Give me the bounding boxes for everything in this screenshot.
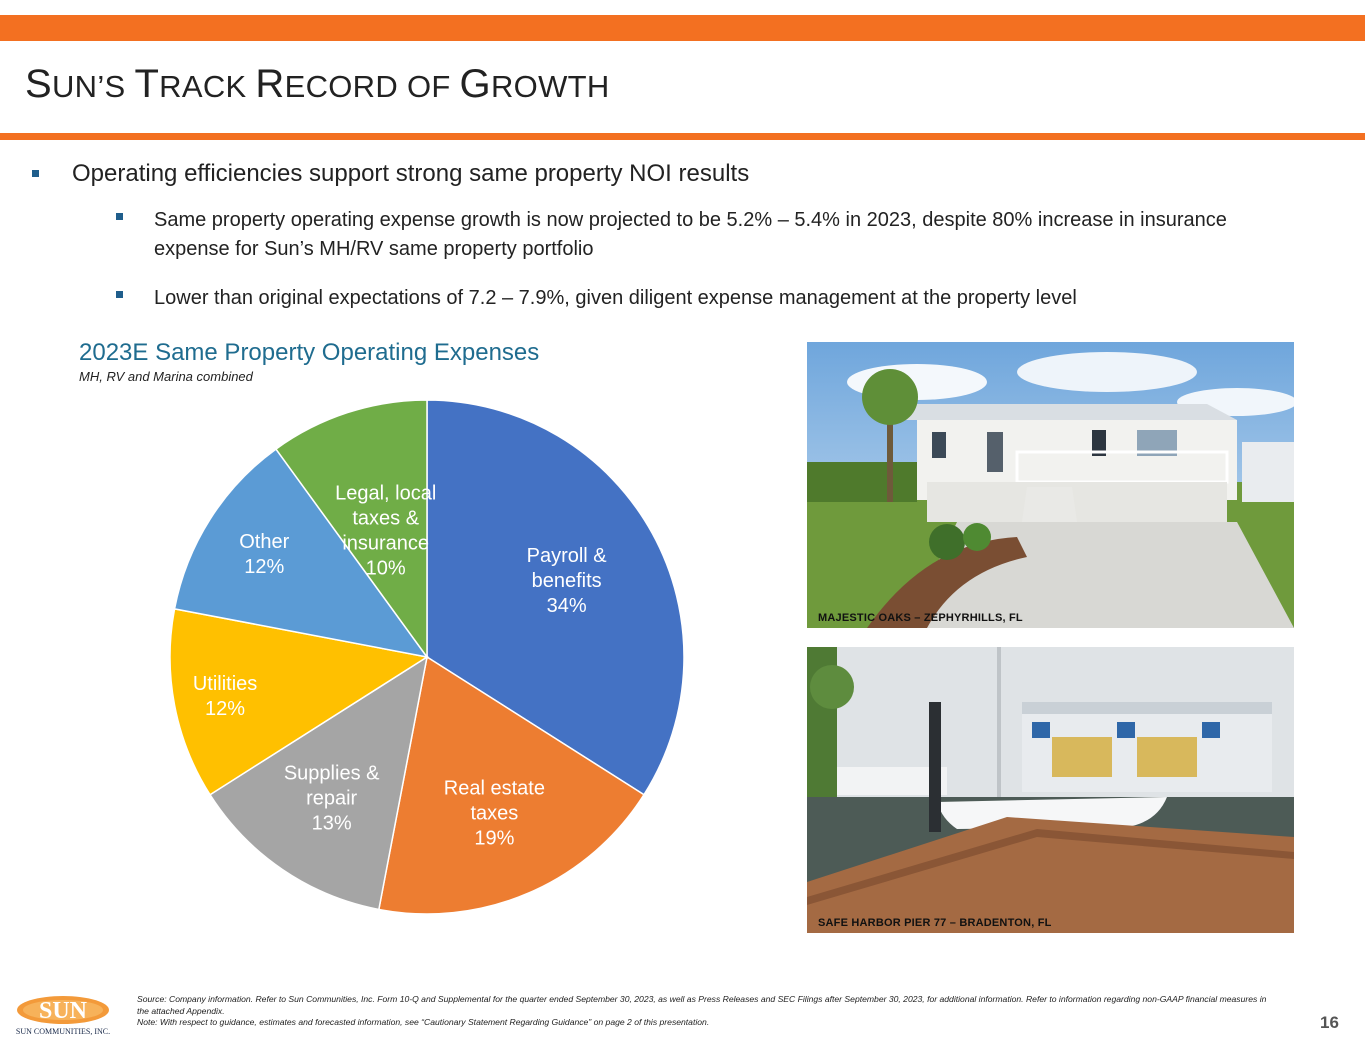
main-bullet: Operating efficiencies support strong sa… bbox=[32, 160, 749, 188]
sub-bullet: Same property operating expense growth i… bbox=[116, 206, 1296, 264]
photo-caption: SAFE HARBOR PIER 77 – BRADENTON, FL bbox=[818, 917, 1052, 929]
pie-slice bbox=[173, 448, 429, 659]
house-photo-illustration bbox=[807, 342, 1294, 628]
photo-safe-harbor: SAFE HARBOR PIER 77 – BRADENTON, FL bbox=[807, 647, 1294, 933]
title-part: ROWTH bbox=[490, 69, 610, 104]
svg-text:SUN COMMUNITIES, INC.: SUN COMMUNITIES, INC. bbox=[16, 1027, 110, 1036]
title-part: UN’S bbox=[51, 69, 135, 104]
pie-slice bbox=[169, 607, 430, 796]
chart-subtitle: MH, RV and Marina combined bbox=[79, 369, 253, 384]
pie-slice bbox=[426, 399, 685, 796]
title-part: S bbox=[25, 62, 52, 106]
logo-wordmark: SUN bbox=[39, 998, 88, 1024]
footnote: Source: Company information. Refer to Su… bbox=[137, 994, 1267, 1029]
sub-bullet: Lower than original expectations of 7.2 … bbox=[116, 284, 1296, 313]
pie-slice-label: Utilities 12% bbox=[193, 673, 257, 720]
square-bullet-icon bbox=[116, 213, 123, 220]
pie-slice-label: Legal, local taxes & insurance 10% bbox=[335, 482, 436, 579]
square-bullet-icon bbox=[32, 170, 39, 177]
pie-slice-label: Other 12% bbox=[239, 531, 289, 578]
photo-majestic-oaks: MAJESTIC OAKS – ZEPHYRHILLS, FL bbox=[807, 342, 1294, 628]
top-accent-bar bbox=[0, 15, 1365, 41]
source-note: Source: Company information. Refer to Su… bbox=[137, 994, 1267, 1016]
guidance-note: Note: With respect to guidance, estimate… bbox=[137, 1017, 710, 1027]
pie-slice-label: Payroll & benefits 34% bbox=[527, 545, 608, 617]
title-part: RACK bbox=[159, 69, 256, 104]
pie-slice-label: Supplies & repair 13% bbox=[284, 762, 380, 834]
sub-bullet-text: Same property operating expense growth i… bbox=[154, 209, 1227, 260]
sub-bullet-text: Lower than original expectations of 7.2 … bbox=[154, 287, 1077, 309]
marina-photo-illustration bbox=[807, 647, 1294, 933]
pie-slice bbox=[377, 655, 646, 915]
title-part: ECORD OF bbox=[284, 69, 460, 104]
page-number: 16 bbox=[1320, 1013, 1339, 1032]
photo-caption: MAJESTIC OAKS – ZEPHYRHILLS, FL bbox=[818, 612, 1023, 624]
pie-slice-label: Real estate taxes 19% bbox=[444, 778, 545, 850]
title-part: R bbox=[255, 62, 285, 106]
title-part: T bbox=[134, 62, 160, 106]
sun-communities-logo: SUN SUN COMMUNITIES, INC. bbox=[8, 993, 118, 1037]
pie-slice bbox=[208, 655, 429, 911]
title-part: G bbox=[459, 62, 491, 106]
square-bullet-icon bbox=[116, 291, 123, 298]
main-bullet-text: Operating efficiencies support strong sa… bbox=[72, 160, 750, 187]
pie-chart: Payroll & benefits 34% Real estate taxes 19% S… bbox=[169, 399, 685, 915]
pie-slice bbox=[274, 399, 428, 660]
chart-title: 2023E Same Property Operating Expenses bbox=[79, 339, 540, 366]
page-title: SUN’S TRACK RECORD OF GROWTH bbox=[25, 62, 610, 107]
title-divider bbox=[0, 133, 1365, 140]
